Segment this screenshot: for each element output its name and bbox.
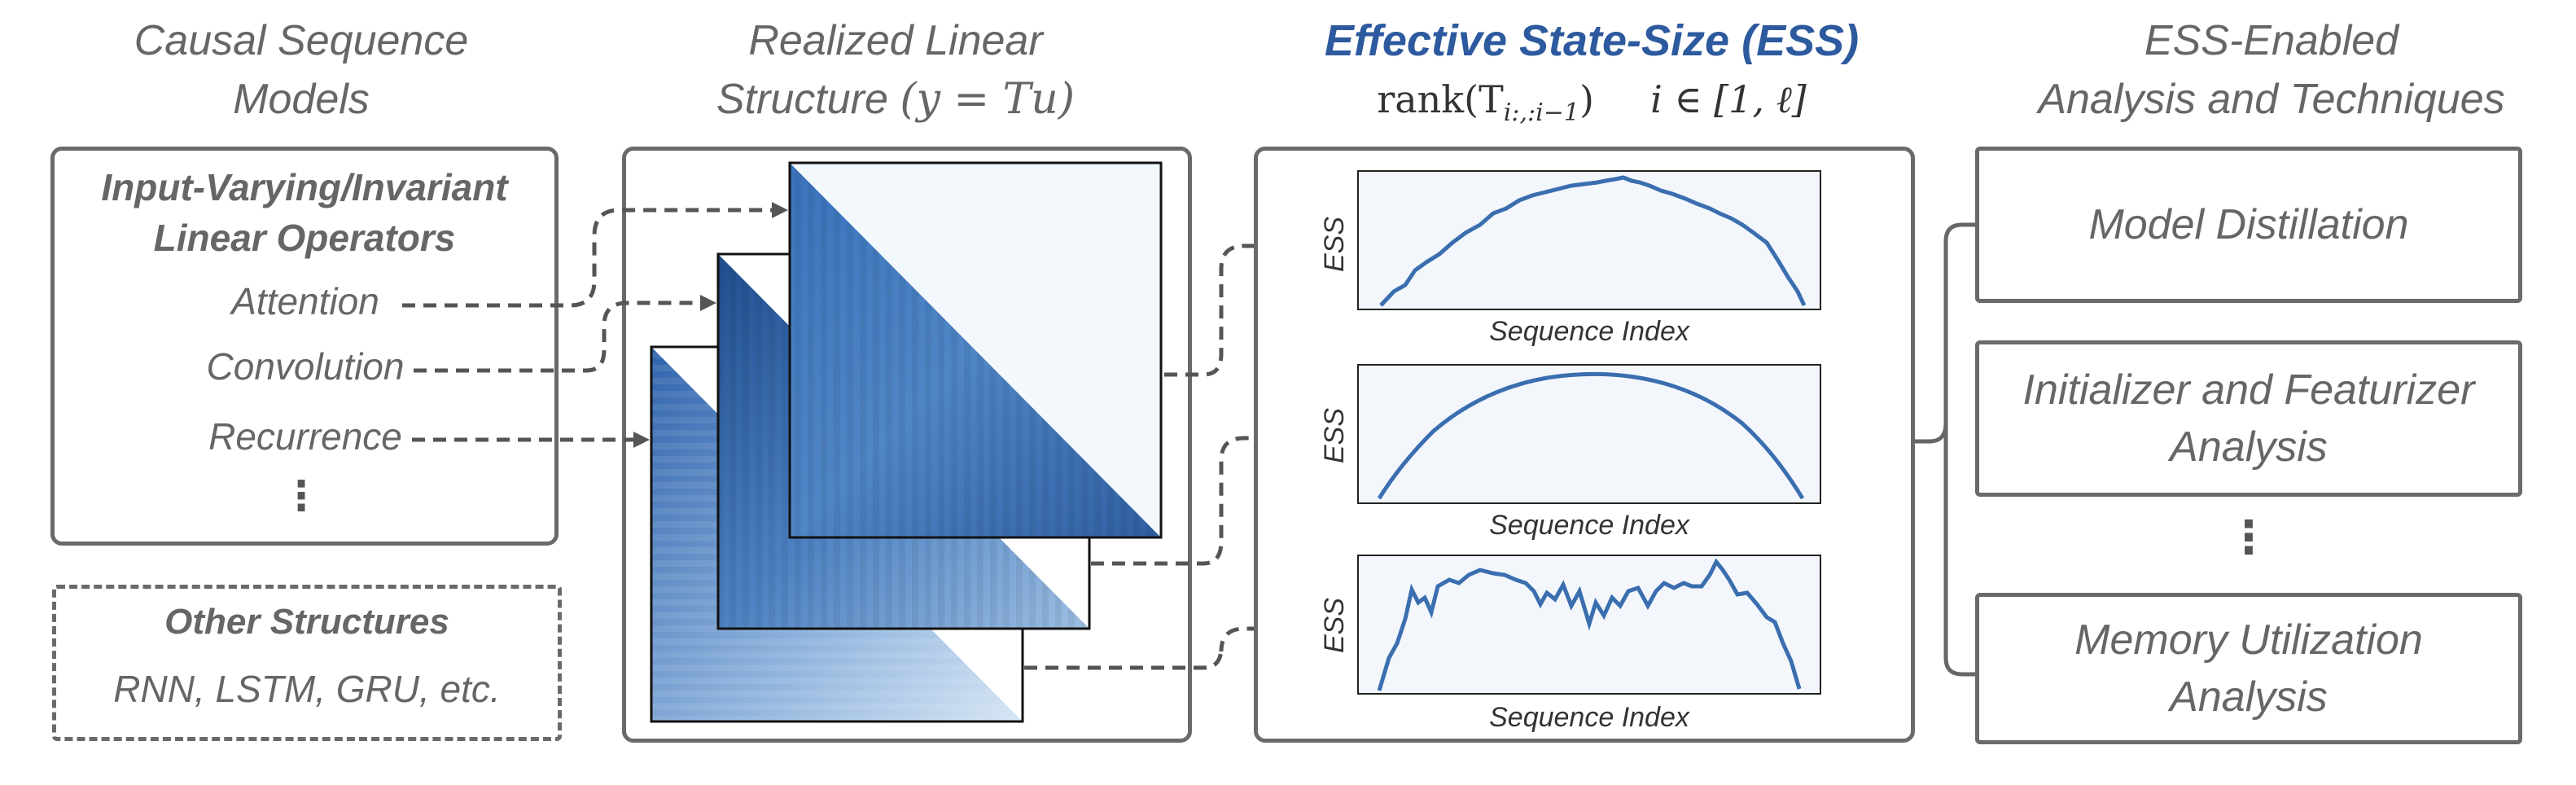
ess-plot-1-xlabel: Sequence Index	[1489, 316, 1690, 347]
realized-title-structure: Structure	[716, 76, 888, 123]
matrix-attention	[788, 161, 1163, 539]
realized-title-line1: Realized Linear	[748, 17, 1043, 64]
operator-arrowheads	[633, 202, 788, 448]
causal-models-title: Causal Sequence Models	[49, 11, 554, 129]
ess-plot-3-ylabel: ESS	[1319, 598, 1350, 653]
realized-title-formula: (y = Tu)	[900, 75, 1076, 124]
initializer-label-line1: Initializer and Featurizer	[2022, 366, 2475, 414]
ess-formula-sub: i:,:i−1	[1503, 99, 1579, 128]
ess-formula-close: )	[1579, 77, 1594, 121]
initializer-label-line2: Analysis	[2170, 423, 2328, 471]
realized-title-line2: Structure (y = Tu)	[635, 70, 1156, 129]
other-structures-heading: Other Structures	[164, 602, 449, 642]
ess-title: Effective State-Size (ESS)	[1324, 16, 1860, 65]
operator-arrows	[402, 208, 778, 442]
memory-label-line2: Analysis	[2170, 673, 2328, 721]
ess-plot-3-xlabel: Sequence Index	[1489, 702, 1690, 733]
operator-convolution: Convolution	[206, 345, 405, 388]
operators-box	[50, 147, 559, 546]
causal-title-line2: Models	[233, 76, 370, 123]
ess-curve-3	[1377, 558, 1802, 691]
ess-curve-1	[1379, 175, 1807, 307]
ess-plot-2-xlabel: Sequence Index	[1489, 510, 1690, 541]
ess-formula-range: i ∈ [1, ℓ]	[1650, 77, 1807, 121]
techniques-more-icon: ⋮	[2226, 511, 2272, 563]
technique-bracket	[1913, 222, 1975, 677]
ess-curve-2	[1377, 371, 1805, 500]
ess-formula-rank: rank(T	[1377, 77, 1504, 121]
operator-recurrence: Recurrence	[208, 415, 402, 458]
ess-enabled-title: ESS-Enabled Analysis and Techniques	[1987, 11, 2556, 129]
plot-arrows	[1024, 243, 1303, 670]
operator-attention: Attention	[231, 280, 379, 322]
ess-title-block: Effective State-Size (ESS) rank(Ti:,:i−1…	[1254, 11, 1930, 143]
realized-structure-title: Realized Linear Structure (y = Tu)	[635, 11, 1156, 129]
ess-plot-1-ylabel: ESS	[1319, 217, 1350, 272]
operators-heading-2: Linear Operators	[153, 217, 456, 259]
enabled-title-line2: Analysis and Techniques	[2038, 76, 2505, 123]
ess-plot-2: ESS Sequence Index	[1319, 364, 1821, 541]
other-structures-box	[52, 585, 562, 741]
ess-plot-1: ESS Sequence Index	[1319, 170, 1821, 347]
model-distillation-label: Model Distillation	[2088, 201, 2409, 248]
ess-plot-3: ESS Sequence Index	[1319, 555, 1821, 733]
enabled-title-line1: ESS-Enabled	[2144, 17, 2399, 64]
other-structures-items: RNN, LSTM, GRU, etc.	[113, 668, 501, 710]
ess-formula: rank(Ti:,:i−1) i ∈ [1, ℓ]	[1254, 70, 1930, 143]
memory-utilization-box: Memory Utilization Analysis	[1975, 593, 2522, 744]
ess-plot-2-ylabel: ESS	[1319, 408, 1350, 463]
memory-label-line1: Memory Utilization	[2074, 616, 2423, 664]
operators-more-icon: ⋮	[281, 473, 322, 519]
operators-heading-1: Input-Varying/Invariant	[101, 166, 508, 208]
model-distillation-box: Model Distillation	[1975, 147, 2522, 303]
causal-title-line1: Causal Sequence	[134, 17, 469, 64]
initializer-analysis-box: Initializer and Featurizer Analysis	[1975, 340, 2522, 497]
